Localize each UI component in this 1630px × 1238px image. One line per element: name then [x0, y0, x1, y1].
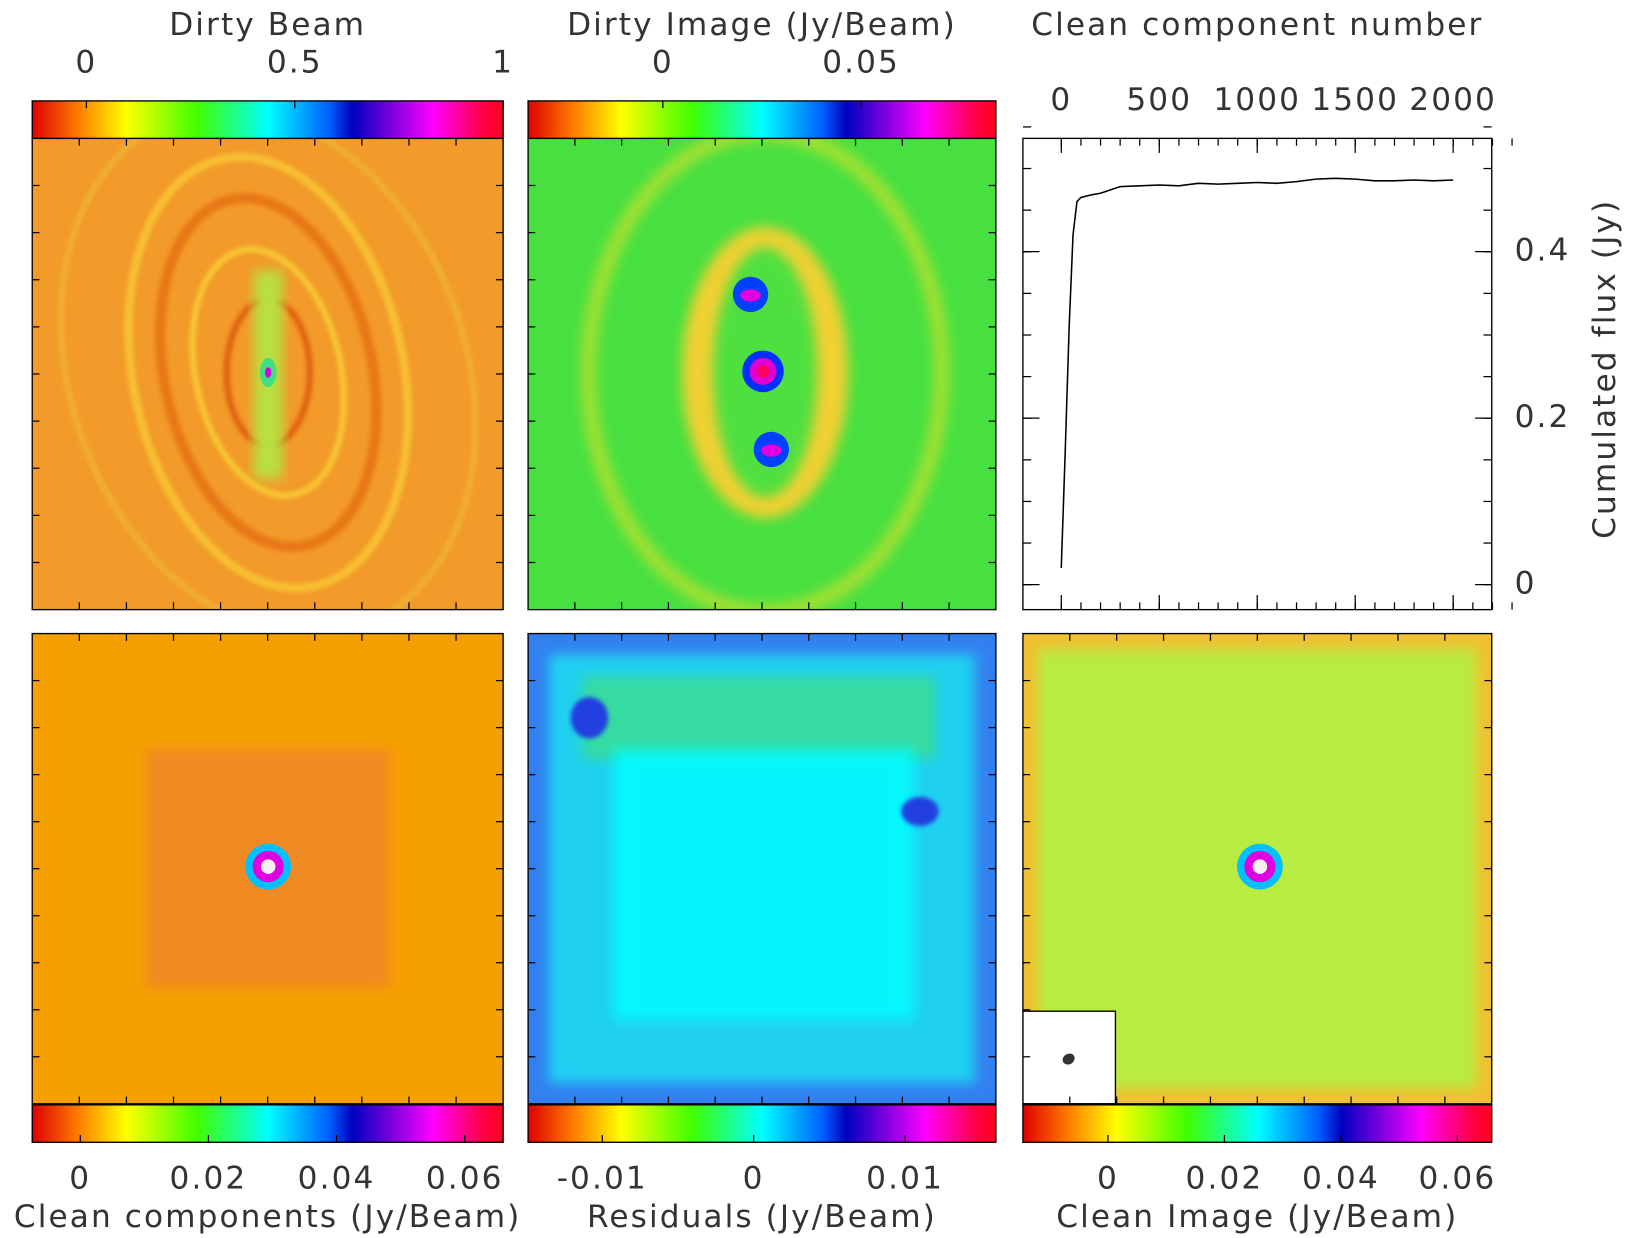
y-axis-label: Cumulated flux (Jy) — [1587, 199, 1623, 539]
y-tick-label: 0.2 — [1515, 399, 1571, 435]
colorbar-tick-label: 0.06 — [1419, 1161, 1497, 1197]
colorbar-tick-label: 0.04 — [1302, 1161, 1380, 1197]
panel-title: Residuals (Jy/Beam) — [587, 1199, 937, 1235]
panel-title: Clean Image (Jy/Beam) — [1056, 1199, 1458, 1235]
clean-image — [1022, 633, 1492, 1104]
cumulated-flux-line — [1060, 177, 1454, 569]
colorbar-tick-label: 0.05 — [822, 44, 900, 80]
colorbar — [527, 1104, 997, 1143]
x-tick-label: 0 — [1050, 82, 1072, 118]
colorbar-tick-label: 0 — [743, 1161, 765, 1197]
panel-title: Clean components (Jy/Beam) — [14, 1199, 521, 1235]
colorbar — [1022, 1104, 1493, 1143]
colorbar-tick-label: 0 — [652, 44, 674, 80]
panel-title: Dirty Beam — [169, 7, 366, 43]
x-tick-label: 1000 — [1213, 82, 1301, 118]
colorbar-tick-label: 0.01 — [866, 1161, 944, 1197]
colorbar-tick-label: 0 — [69, 1161, 91, 1197]
colorbar-tick-label: 0.02 — [1186, 1161, 1264, 1197]
colorbar-tick-label: 0 — [1097, 1161, 1119, 1197]
plot-frame — [1022, 137, 1493, 611]
colorbar-tick-label: -0.01 — [557, 1161, 648, 1197]
colorbar — [31, 1104, 504, 1143]
y-tick-label: 0 — [1515, 566, 1537, 602]
y-tick-label: 0.4 — [1515, 233, 1571, 269]
colorbar-tick-label: 0.02 — [170, 1161, 248, 1197]
colorbar — [527, 100, 997, 140]
colorbar-tick-label: 1 — [492, 44, 514, 80]
colorbar-tick-label: 0.04 — [298, 1161, 376, 1197]
x-tick-label: 500 — [1126, 82, 1192, 118]
dirty-beam-image — [32, 138, 504, 610]
colorbar-tick-label: 0.5 — [267, 44, 323, 80]
dirty-image — [528, 138, 996, 610]
panel-title: Dirty Image (Jy/Beam) — [567, 7, 957, 43]
x-tick-label: 1500 — [1311, 82, 1399, 118]
x-axis-label: Clean component number — [1031, 7, 1483, 43]
x-tick-label: 2000 — [1409, 82, 1497, 118]
colorbar-tick-label: 0 — [75, 44, 97, 80]
colorbar-tick-label: 0.06 — [426, 1161, 504, 1197]
residuals-image — [528, 633, 996, 1104]
clean-components-image — [32, 633, 504, 1104]
colorbar — [31, 100, 504, 140]
